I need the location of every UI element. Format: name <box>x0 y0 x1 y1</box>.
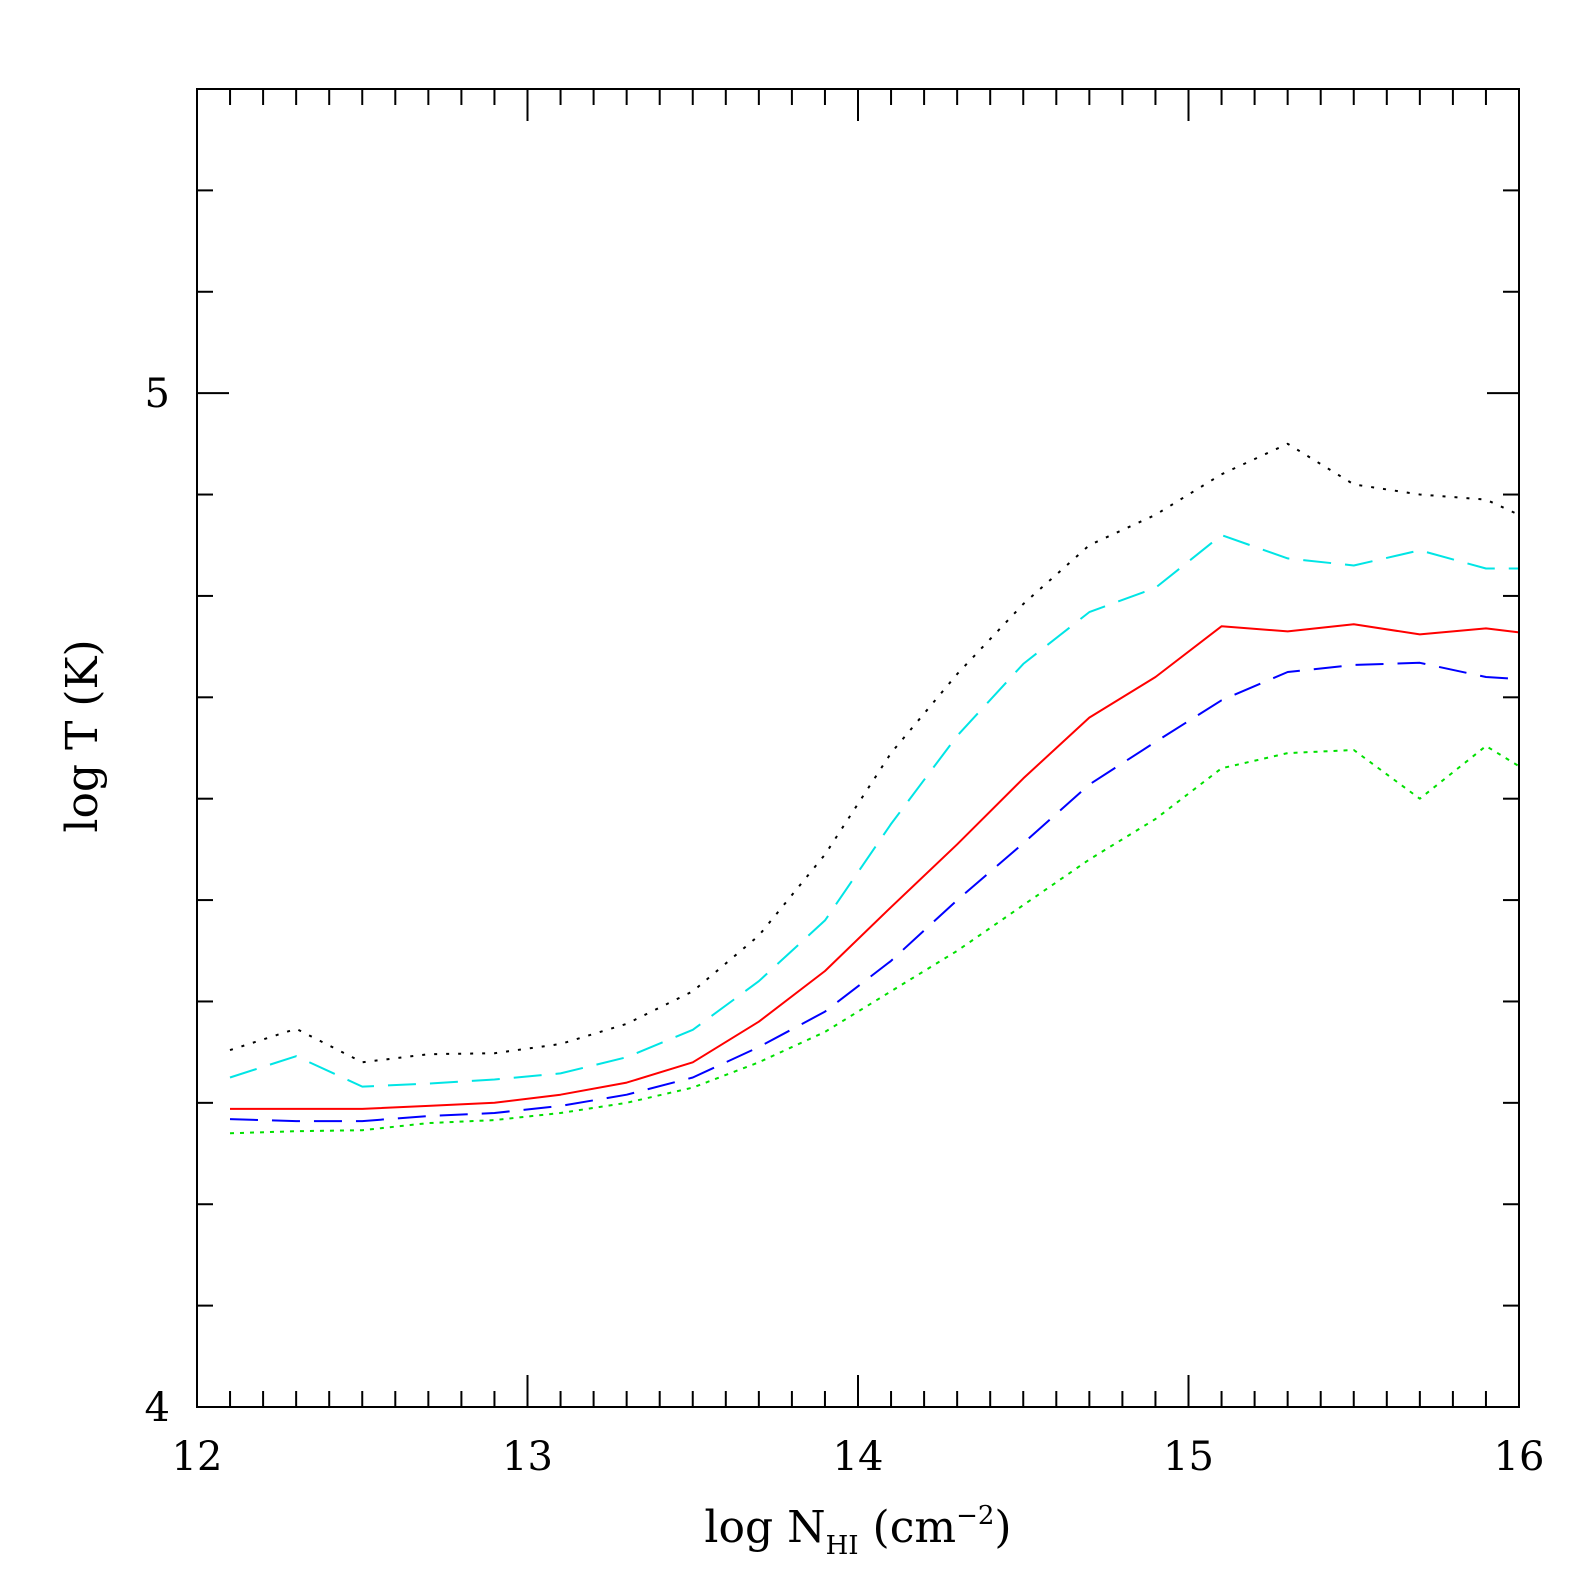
series-black-dotted <box>229 442 1520 1064</box>
y-tick-label: 5 <box>145 371 170 417</box>
y-tick-label: 4 <box>145 1385 170 1431</box>
plot-frame <box>196 88 1520 1408</box>
series-cyan-dashed <box>229 534 1519 1088</box>
x-axis-label-main: log N <box>704 1502 825 1553</box>
y-axis-label: log T (K) <box>57 639 108 832</box>
x-axis-label-subscript: HI <box>826 1531 859 1561</box>
tick-labels: 12 13 14 15 16 4 5 <box>145 371 1545 1480</box>
axis-ticks <box>196 88 1520 1408</box>
x-axis-label: log NHI (cm−2) <box>704 1501 1011 1561</box>
x-tick-label: 12 <box>172 1434 223 1480</box>
x-axis-label-unit-close: ) <box>994 1502 1011 1553</box>
series-red-solid <box>230 623 1520 1110</box>
series-lines <box>229 442 1520 1135</box>
series-blue-dashed <box>229 661 1520 1123</box>
x-tick-label: 14 <box>833 1434 884 1480</box>
x-axis-label-superscript: −2 <box>956 1501 994 1531</box>
x-tick-label: 16 <box>1494 1434 1545 1480</box>
x-axis-label-unit-open: (cm <box>859 1502 957 1553</box>
x-tick-label: 15 <box>1163 1434 1214 1480</box>
x-tick-label: 13 <box>502 1434 553 1480</box>
series-green-dotted <box>229 745 1520 1135</box>
